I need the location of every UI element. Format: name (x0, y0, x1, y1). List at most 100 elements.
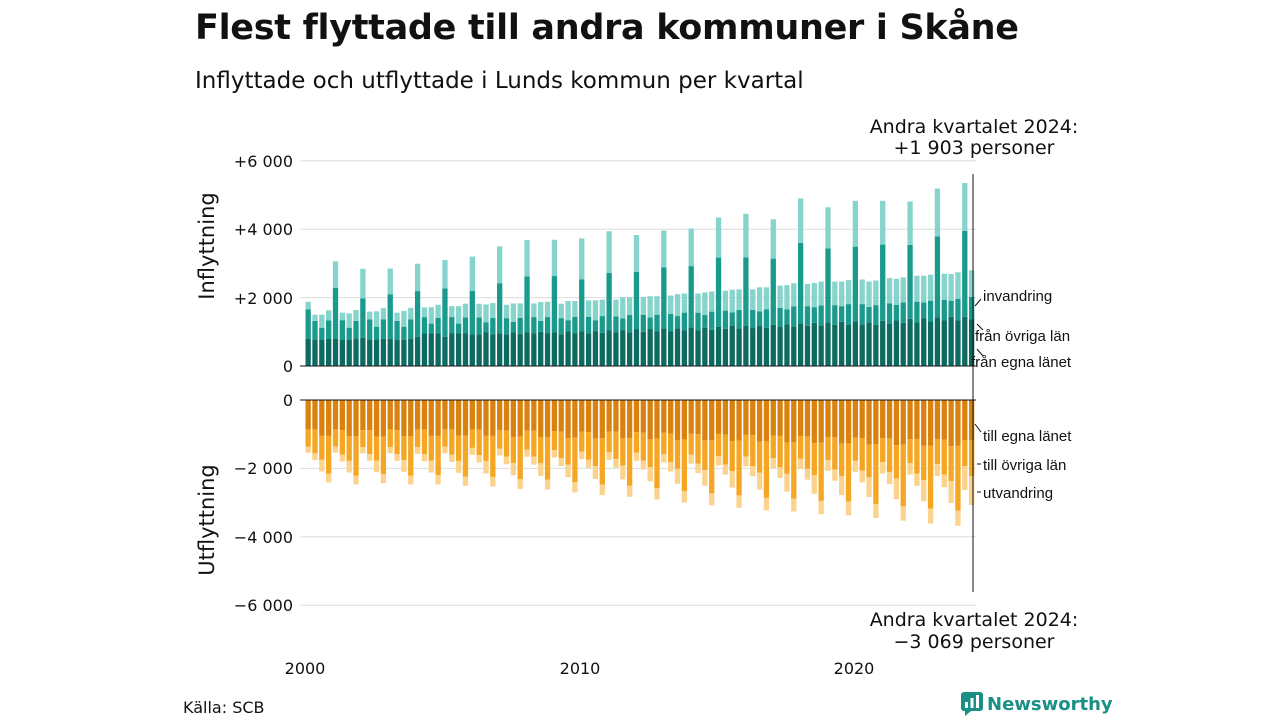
bar-outflow-own-county (408, 400, 414, 437)
bar-outflow-other-counties (674, 440, 681, 469)
bar-outflow-own-county (421, 400, 428, 430)
bar-outflow-other-counties (346, 436, 352, 461)
bar-outflow-other-counties (941, 439, 947, 475)
bar-inflow-immigration (503, 304, 510, 319)
bar-inflow-own-county (722, 328, 729, 366)
bar-inflow-other-counties (346, 327, 352, 341)
bar-inflow-immigration (312, 314, 318, 321)
bar-inflow-immigration (921, 275, 927, 303)
bar-inflow-own-county (811, 322, 817, 366)
bar-inflow-own-county (763, 327, 770, 366)
bar-outflow-other-counties (722, 434, 729, 465)
outflow-annotation-line1: Andra kvartalet 2024: (870, 609, 1079, 631)
bar-inflow-immigration (606, 231, 612, 273)
bar-outflow-other-counties (510, 436, 516, 463)
bar-inflow-own-county (360, 337, 366, 366)
bar-outflow-emigration (825, 460, 831, 471)
bar-outflow-other-counties (859, 437, 865, 471)
bar-outflow-emigration (551, 450, 558, 458)
bar-inflow-other-counties (626, 315, 633, 333)
bar-outflow-other-counties (332, 429, 339, 447)
bar-outflow-emigration (462, 476, 469, 486)
bar-inflow-immigration (893, 278, 900, 305)
bar-inflow-immigration (305, 301, 311, 310)
bar-inflow-other-counties (743, 257, 749, 326)
bar-inflow-other-counties (387, 294, 393, 339)
leader-line (974, 423, 982, 433)
bar-inflow-other-counties (893, 304, 900, 321)
bar-outflow-own-county (791, 400, 797, 443)
bar-inflow-immigration (818, 281, 824, 306)
brand[interactable]: Newsworthy (961, 692, 1113, 716)
brand-name: Newsworthy (987, 693, 1113, 715)
bar-inflow-immigration (497, 246, 503, 284)
bar-inflow-own-county (852, 321, 858, 366)
bar-outflow-other-counties (709, 440, 715, 494)
bar-outflow-emigration (373, 460, 380, 473)
bar-inflow-immigration (743, 213, 749, 258)
bar-inflow-immigration (469, 256, 475, 291)
bar-inflow-own-county (339, 340, 345, 366)
bar-inflow-immigration (394, 312, 400, 321)
bar-outflow-emigration (941, 474, 947, 488)
bar-inflow-immigration (435, 304, 441, 318)
bar-outflow-emigration (442, 446, 448, 454)
bar-outflow-own-county (462, 400, 469, 436)
bar-outflow-other-counties (497, 430, 503, 449)
series-labels: invandring från övriga län från egna län… (971, 288, 1072, 502)
bar-inflow-other-counties (490, 317, 496, 335)
bar-outflow-other-counties (661, 432, 667, 455)
bar-inflow-own-county (613, 332, 619, 366)
y-tick-label: +2 000 (234, 289, 293, 308)
bar-outflow-own-county (558, 400, 564, 432)
bar-inflow-other-counties (941, 299, 947, 321)
bar-inflow-immigration (565, 301, 571, 321)
bar-inflow-other-counties (551, 276, 558, 333)
bar-outflow-other-counties (640, 432, 646, 461)
bar-inflow-other-counties (797, 242, 804, 324)
bar-outflow-other-counties (414, 429, 421, 448)
bar-inflow-immigration (852, 200, 858, 247)
bar-inflow-own-county (914, 322, 920, 366)
bar-inflow-other-counties (921, 302, 927, 319)
bar-inflow-other-counties (497, 283, 503, 334)
bar-outflow-own-county (661, 400, 667, 433)
bar-outflow-other-counties (442, 429, 448, 447)
bar-inflow-immigration (613, 299, 619, 317)
bar-outflow-other-counties (681, 439, 687, 491)
bar-inflow-immigration (538, 302, 544, 321)
bar-outflow-own-county (756, 400, 763, 442)
bar-outflow-other-counties (927, 445, 934, 509)
bar-outflow-emigration (544, 479, 551, 490)
bar-outflow-emigration (948, 481, 954, 503)
bar-outflow-other-counties (914, 439, 920, 474)
bar-outflow-emigration (839, 475, 845, 496)
bar-outflow-other-counties (784, 442, 790, 474)
bar-outflow-own-county (914, 400, 920, 440)
bar-inflow-immigration (955, 272, 961, 299)
bar-outflow-emigration (859, 470, 865, 483)
bar-inflow-immigration (476, 303, 482, 318)
bar-inflow-own-county (770, 324, 776, 366)
bar-outflow-own-county (811, 400, 817, 444)
bar-inflow-other-counties (784, 309, 790, 325)
bar-outflow-own-county (544, 400, 551, 437)
bar-inflow-own-county (934, 317, 941, 366)
bar-inflow-immigration (674, 294, 681, 317)
bar-inflow-other-counties (695, 312, 701, 331)
bar-inflow-own-county (921, 318, 927, 366)
y-tick-label: −2 000 (234, 459, 293, 478)
bar-outflow-emigration (510, 462, 516, 476)
bar-inflow-immigration (319, 314, 325, 328)
bar-outflow-emigration (490, 476, 496, 487)
bar-inflow-other-counties (715, 257, 722, 327)
bar-outflow-own-county (414, 400, 421, 430)
bar-inflow-own-county (784, 324, 790, 366)
bar-outflow-own-county (455, 400, 462, 436)
bar-inflow-other-counties (517, 317, 523, 334)
bar-outflow-emigration (797, 458, 804, 470)
bar-inflow-own-county (674, 328, 681, 366)
bar-inflow-other-counties (620, 318, 626, 331)
bar-inflow-other-counties (585, 316, 592, 334)
bar-outflow-other-counties (702, 440, 708, 471)
